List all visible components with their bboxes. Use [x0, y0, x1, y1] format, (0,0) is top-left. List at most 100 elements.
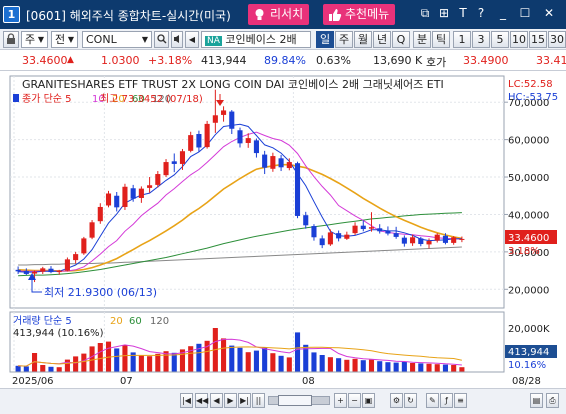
volume-bar [147, 356, 153, 372]
research-button[interactable]: 리서치 [248, 4, 310, 25]
minimize-icon[interactable]: _ [500, 6, 506, 20]
volume-bar [31, 353, 38, 372]
help-icon[interactable]: ? [477, 6, 485, 20]
indicator-icon[interactable]: ƒ [440, 393, 453, 408]
recommend-menu-button[interactable]: 추천메뉴 [323, 4, 396, 25]
candle-body [105, 193, 112, 206]
scroll-right-icon[interactable]: ▶ [224, 393, 237, 408]
period-month[interactable]: 월 [354, 31, 372, 48]
lock-icon[interactable] [3, 31, 19, 48]
interval-3[interactable]: 3 [472, 31, 490, 48]
chart-area[interactable]: 70,0000 60,0000 50,0000 40,0000 30,0000 20,00… [0, 72, 566, 387]
price-axis-label: 50,0000 [508, 173, 549, 184]
volume-value: 413,944 [201, 54, 247, 67]
volume-ma20-line [18, 346, 463, 367]
zoom-out-icon[interactable]: − [348, 393, 361, 408]
compare-icon[interactable]: ≡ [454, 393, 467, 408]
link-icon[interactable]: ⧉ [420, 6, 430, 20]
settings-icon[interactable]: ⚙ [390, 393, 403, 408]
symbol-name-box: NA 코인베이스 2배 [201, 31, 311, 48]
draw-tool-icon[interactable]: ✎ [426, 393, 439, 408]
candle-body [459, 238, 465, 240]
interval-30[interactable]: 30 [548, 31, 566, 48]
interval-10[interactable]: 10 [510, 31, 528, 48]
date-label-08: 08 [302, 376, 315, 386]
period-year[interactable]: 년 [373, 31, 391, 48]
price-chart[interactable]: 70,0000 60,0000 50,0000 40,0000 30,0000 20,00… [0, 72, 566, 387]
maximize-icon[interactable]: ☐ [519, 6, 531, 20]
save-icon[interactable]: ▤ [530, 393, 543, 408]
interval-15[interactable]: 15 [529, 31, 547, 48]
scroll-left-icon[interactable]: ◀ [210, 393, 223, 408]
candle-body [163, 162, 169, 176]
volume-bar [377, 361, 383, 372]
speaker-icon[interactable] [171, 31, 183, 48]
volume-bar [344, 359, 350, 372]
bid-price: 33.41 [536, 54, 566, 67]
volume-bar [73, 356, 79, 372]
period-week[interactable]: 주 [335, 31, 353, 48]
candle-body [253, 140, 259, 154]
symbol-value: CONL [86, 33, 117, 46]
code-type-select[interactable]: 주 ▼ [21, 31, 48, 48]
candle-body [196, 134, 202, 148]
volume-bar [196, 343, 202, 372]
layout-icon[interactable]: ⊞ [438, 6, 450, 20]
symbol-input[interactable]: CONL ▼ [82, 31, 152, 48]
last-page-icon[interactable]: ▶| [238, 393, 251, 408]
candle-body [385, 230, 391, 234]
candle-body [31, 271, 38, 274]
candle-body [451, 237, 457, 243]
font-icon[interactable]: T [459, 6, 467, 20]
research-button-label: 리서치 [270, 7, 304, 21]
candle-body [278, 158, 284, 168]
candle-body [245, 138, 251, 143]
candle-body [212, 115, 218, 123]
period-minute[interactable]: 분 [413, 31, 431, 48]
period-day[interactable]: 일 [316, 31, 334, 48]
volume-bar [221, 338, 227, 372]
reload-icon[interactable]: ↻ [404, 393, 417, 408]
search-button[interactable] [154, 31, 169, 48]
volume-bar [56, 367, 62, 372]
period-quarter[interactable]: Q [392, 31, 410, 48]
candle-body [237, 130, 243, 144]
volume-bar [401, 361, 407, 372]
pause-icon[interactable]: || [252, 393, 265, 408]
zoom-in-icon[interactable]: + [334, 393, 347, 408]
volume-bar [155, 353, 161, 372]
scroll-left-fast-icon[interactable]: ◀◀ [195, 393, 208, 408]
high-arrowhead-icon [216, 100, 224, 106]
ma-legend-10: 10 [92, 94, 105, 105]
volume-bar [459, 367, 465, 372]
print-icon[interactable]: ⎙ [546, 393, 559, 408]
candle-body [89, 222, 95, 238]
volume-bar [64, 359, 70, 372]
candle-body [311, 226, 317, 238]
volume-bar [163, 351, 169, 372]
market-select[interactable]: 전 ▼ [51, 31, 78, 48]
candle-body [426, 241, 432, 245]
first-page-icon[interactable]: |◀ [180, 393, 193, 408]
volume-value-label: 413,944 (10.16%) [13, 328, 104, 339]
volume-bar [360, 360, 366, 372]
ma120-line [18, 246, 462, 266]
price-axis-label: 60,0000 [508, 136, 549, 147]
candle-body [23, 270, 29, 274]
volume-bar [179, 349, 186, 372]
interval-5[interactable]: 5 [491, 31, 509, 48]
price-badge [505, 230, 557, 244]
close-icon[interactable]: ✕ [543, 6, 555, 20]
candle-body [81, 238, 87, 254]
title-bar: 1 [0601] 해외주식 종합차트-실시간(미국) 리서치 추천메뉴 ⧉ ⊞ … [0, 0, 566, 29]
volume-bar [442, 364, 449, 372]
candle-body [393, 233, 399, 237]
period-tick[interactable]: 틱 [432, 31, 450, 48]
fit-view-icon[interactable]: ▣ [362, 393, 375, 408]
prev-symbol-button[interactable]: ◀ [185, 31, 199, 48]
time-scrollbar-thumb[interactable] [278, 395, 312, 406]
candle-body [122, 186, 128, 207]
interval-1[interactable]: 1 [453, 31, 471, 48]
price-badge-value: 33.4600 [508, 233, 549, 244]
volume-bar [229, 345, 235, 372]
